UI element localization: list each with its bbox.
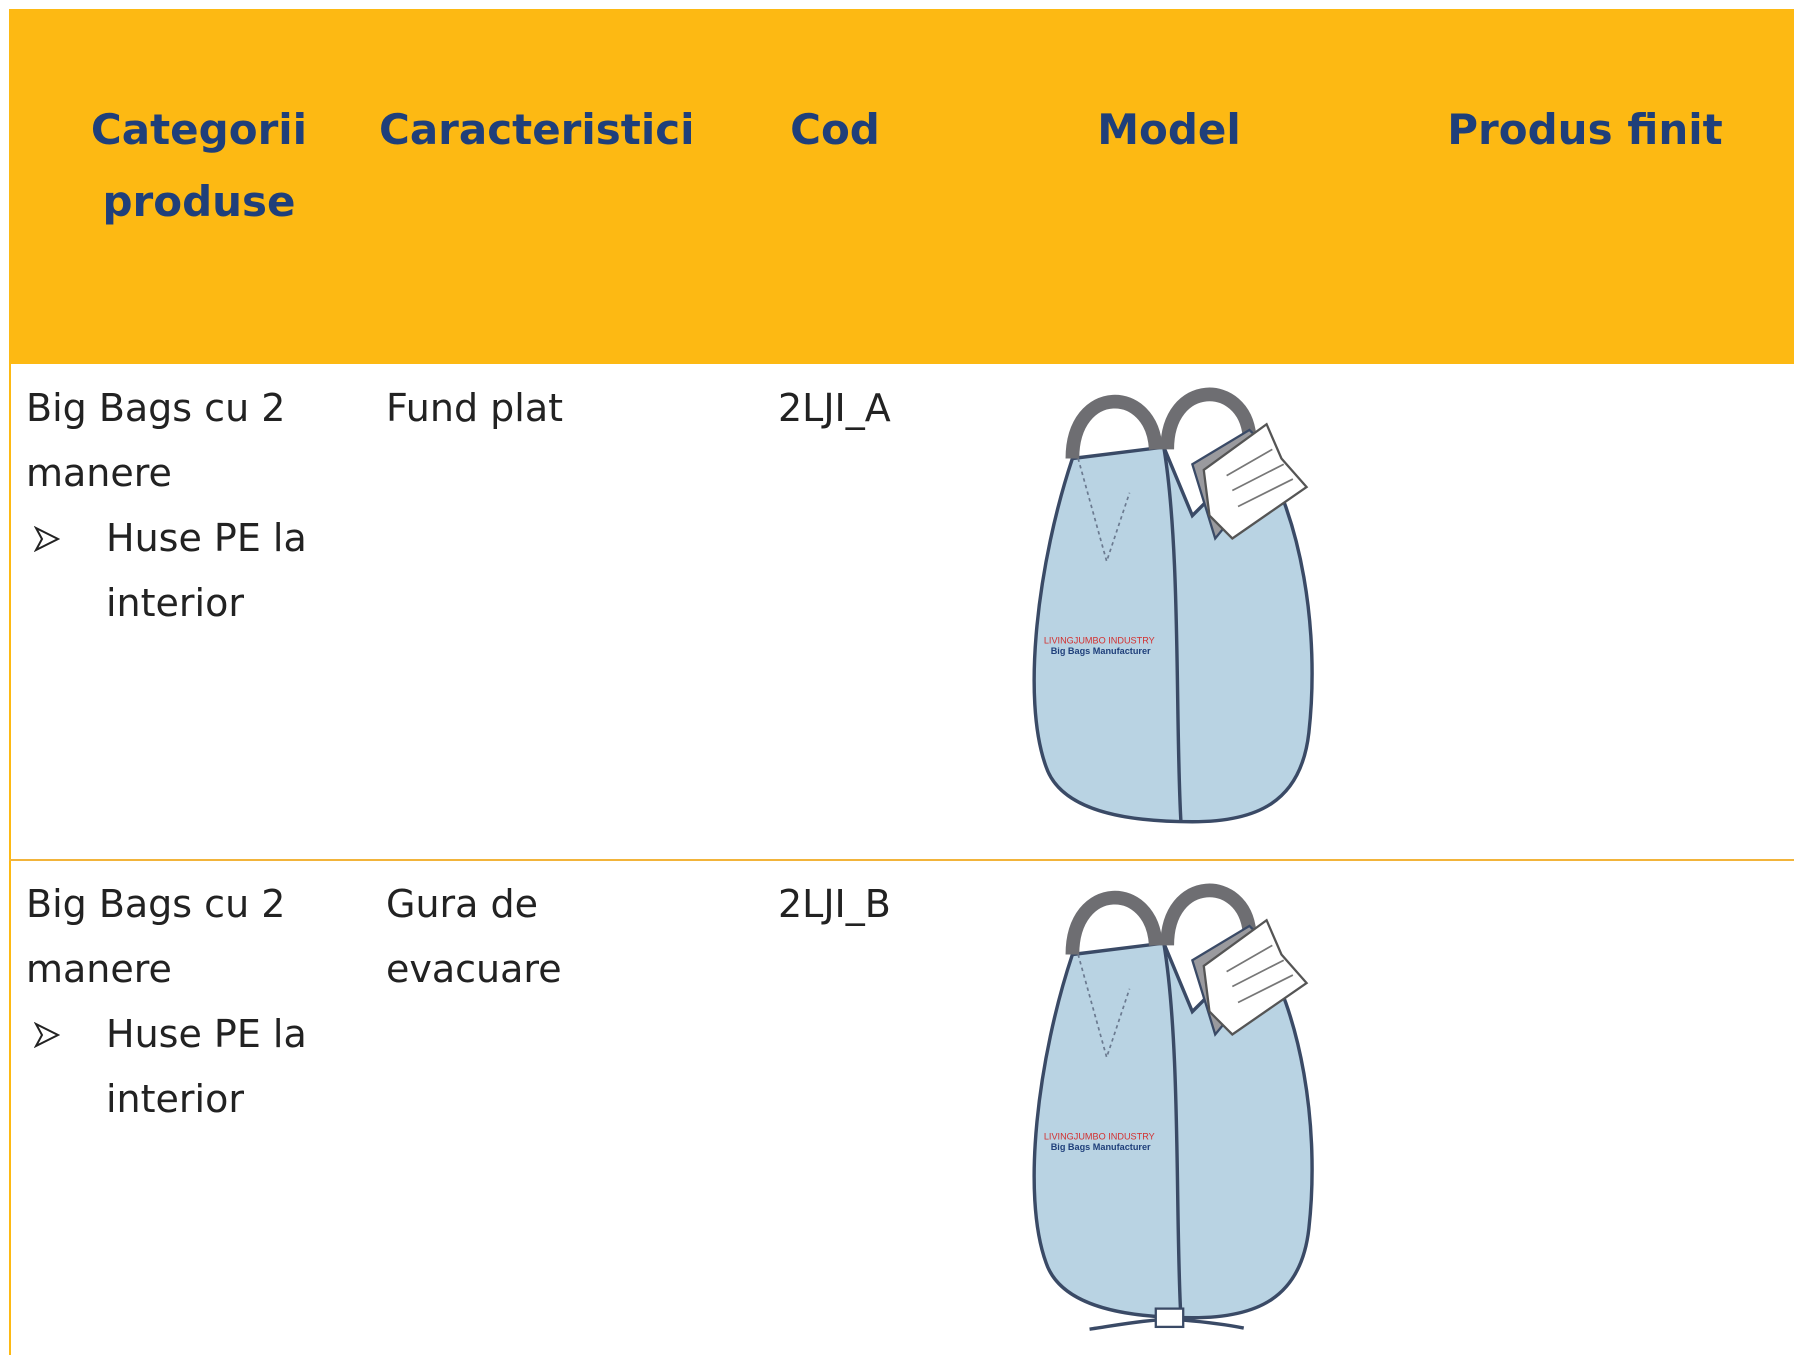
- bullet-arrow: [34, 1022, 60, 1048]
- category-cell: Big Bags cu 2 manere: [26, 882, 286, 991]
- bullet-text: Huse PE la interior: [106, 1012, 307, 1121]
- model-cell: LIVINGJUMBO INDUSTRY Big Bags Manufactur…: [1021, 378, 1318, 840]
- code-cell: 2LJI_A: [778, 386, 891, 430]
- model-cell: LIVINGJUMBO INDUSTRY Big Bags Manufactur…: [1021, 874, 1318, 1336]
- model-label: LIVINGJUMBO INDUSTRY: [1044, 1132, 1155, 1142]
- header-cell: Cod: [790, 105, 880, 154]
- feature-cell: Gura de evacuare: [386, 882, 562, 991]
- model-label: LIVINGJUMBO INDUSTRY: [1044, 636, 1155, 646]
- table-header: Categorii produse Caracteristici Cod Mod…: [9, 9, 1794, 364]
- header-cell: Categorii produse: [90, 105, 308, 226]
- feature-cell: Fund plat: [386, 386, 564, 430]
- category-cell: Big Bags cu 2 manere: [26, 386, 286, 495]
- bag-illustration: LIVINGJUMBO INDUSTRY Big Bags Manufactur…: [1032, 387, 1314, 824]
- bag-illustration: LIVINGJUMBO INDUSTRY Big Bags Manufactur…: [1032, 883, 1314, 1331]
- header-cell: Model: [1097, 105, 1241, 154]
- model-label: Big Bags Manufacturer: [1051, 646, 1151, 656]
- header-cell: Caracteristici: [379, 105, 695, 154]
- table-row: Big Bags cu 2 manere Huse PE la interior F…: [9, 364, 1794, 860]
- header-cell: Produs finit: [1447, 105, 1723, 154]
- bullet-text: Huse PE la interior: [106, 516, 307, 625]
- row-separator: [9, 859, 1794, 861]
- table-row: Big Bags cu 2 manere Huse PE la interior G…: [9, 860, 1794, 1355]
- discharge-spout: [1089, 1307, 1245, 1331]
- bullet-arrow: [34, 526, 60, 552]
- model-label: Big Bags Manufacturer: [1051, 1142, 1151, 1152]
- code-cell: 2LJI_B: [778, 882, 891, 926]
